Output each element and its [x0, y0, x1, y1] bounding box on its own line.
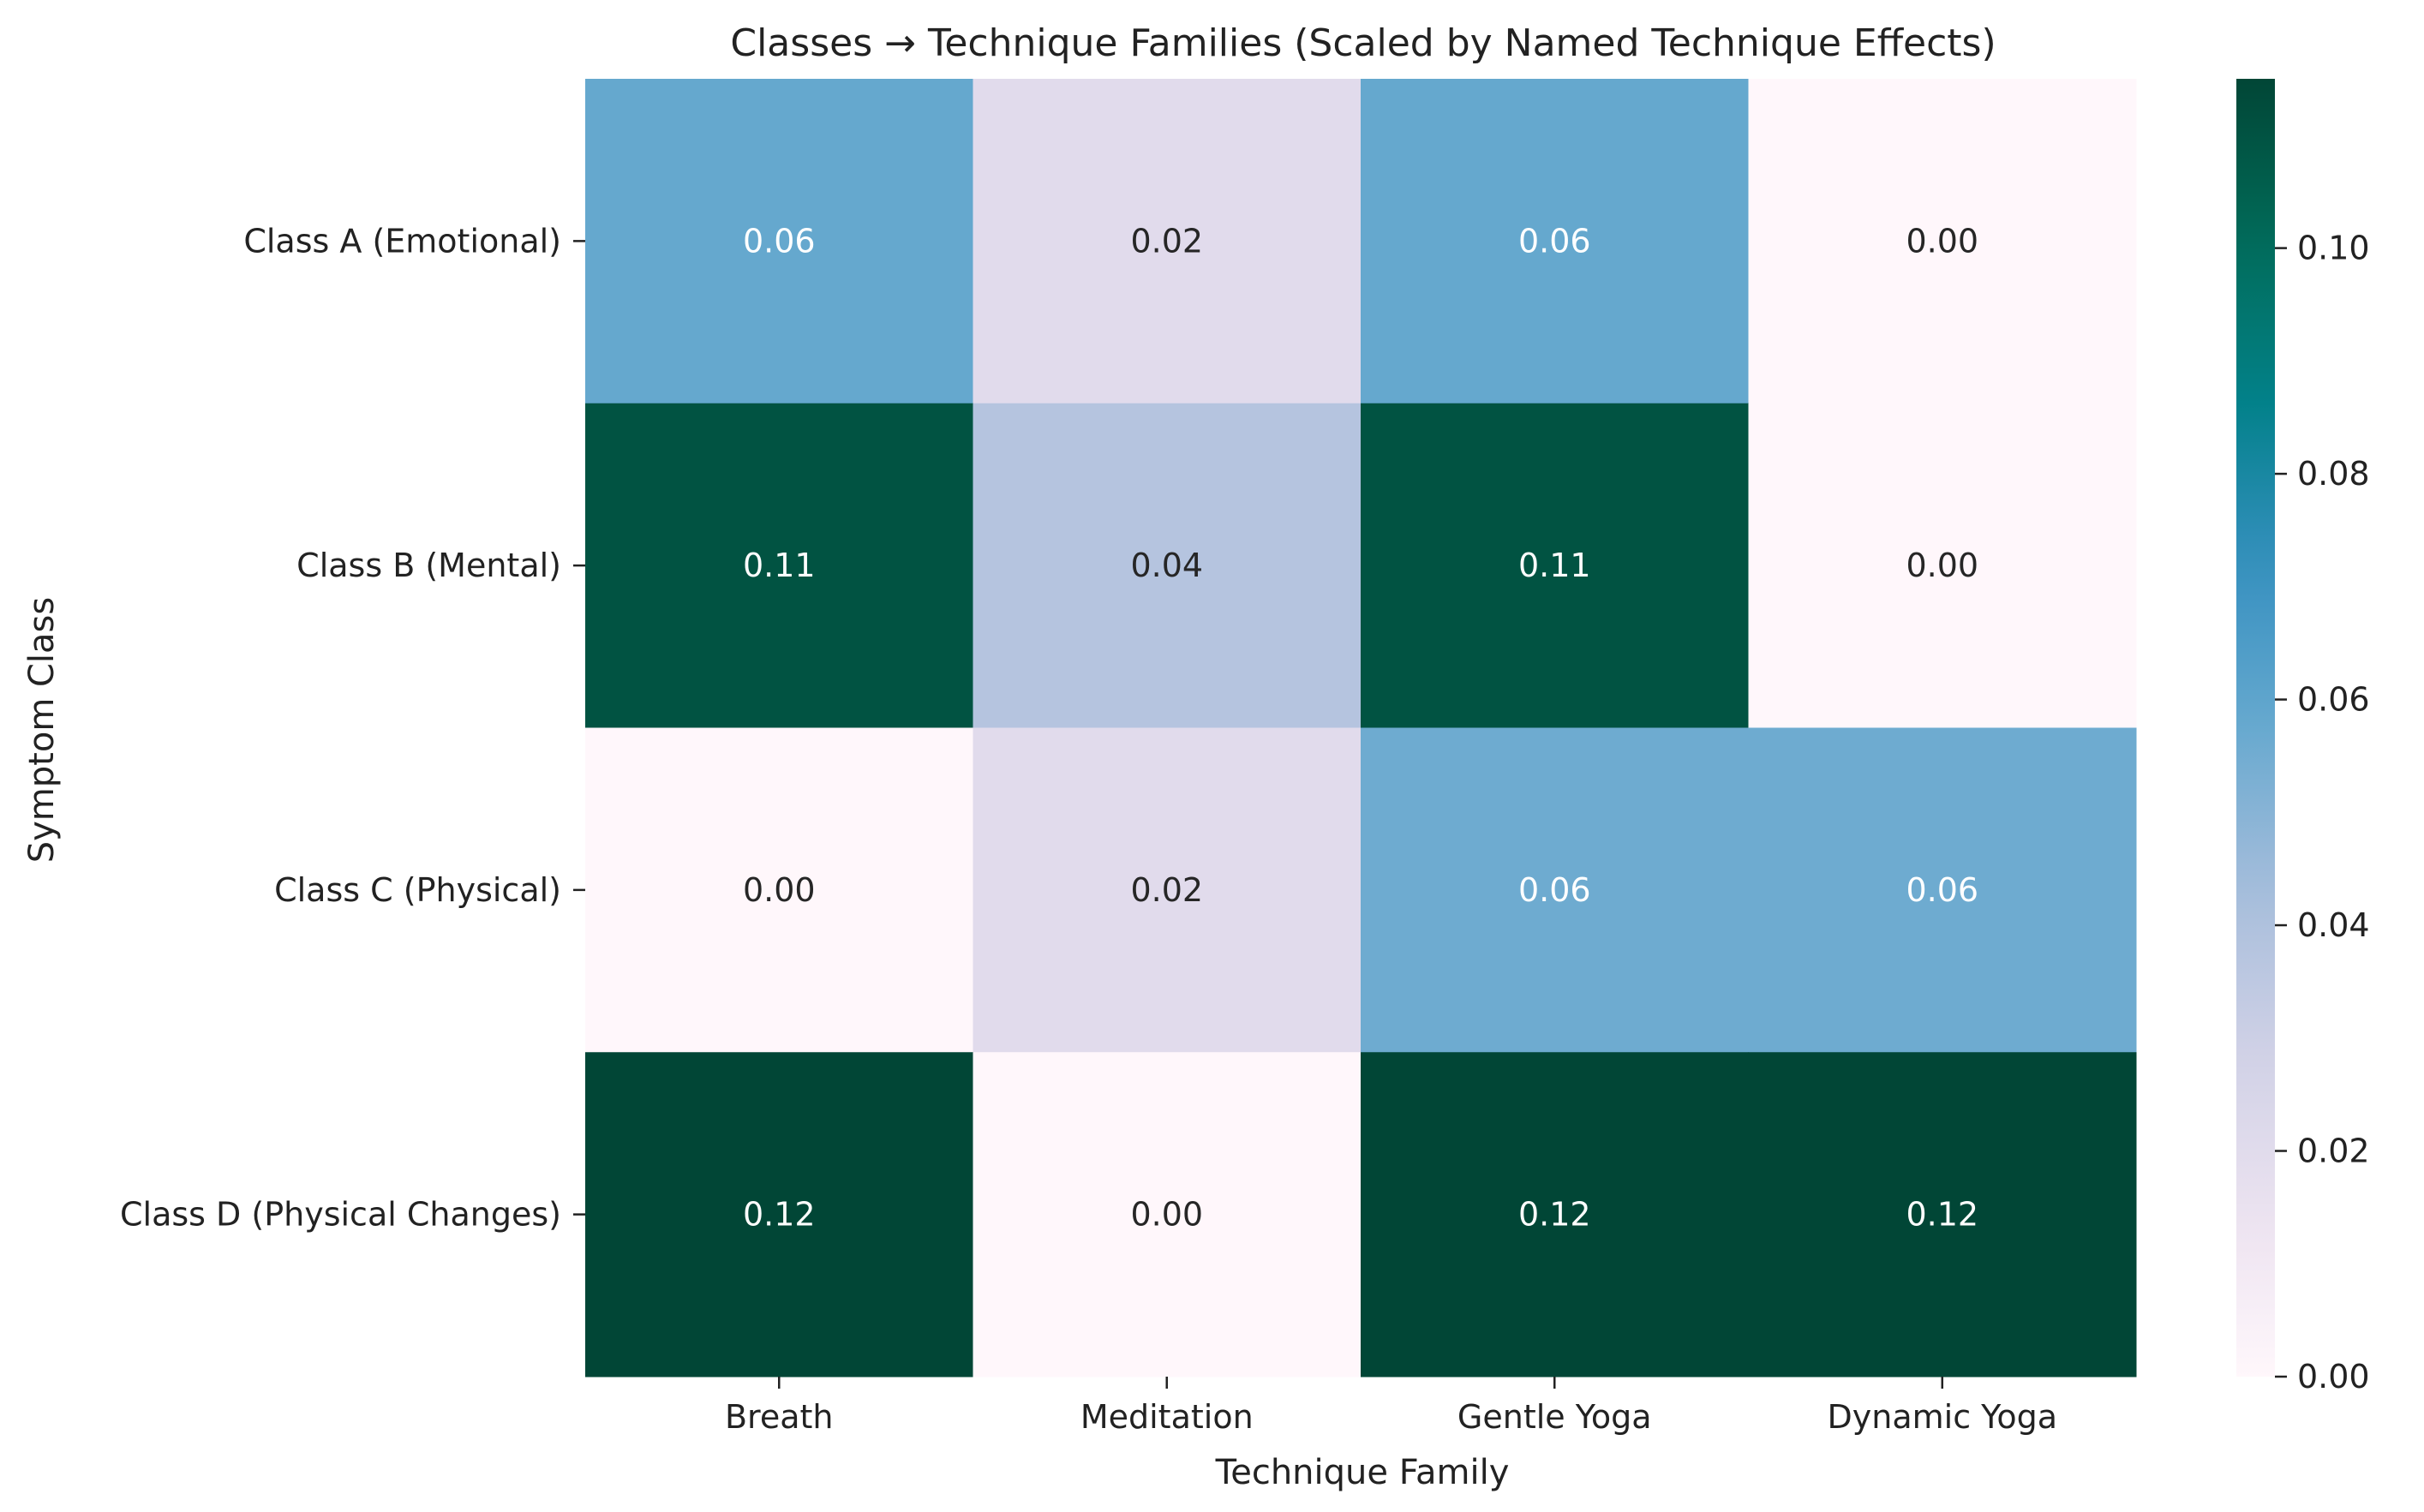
- cell-value-label: 0.04: [1130, 547, 1203, 584]
- heatmap-cell: [1361, 727, 1749, 1053]
- heatmap-cell: [973, 79, 1362, 404]
- heatmap-cell: [585, 403, 973, 728]
- heatmap-cell-labels: 0.06 0.02 0.06 0.00 0.11 0.04 0.11 0.00 0.00 0.02…: [743, 222, 1978, 1233]
- y-tick-label: Class A (Emotional): [243, 222, 561, 260]
- x-tick-label: Gentle Yoga: [1457, 1398, 1652, 1436]
- cell-value-label: 0.12: [1906, 1196, 1978, 1234]
- heatmap-cell: [1748, 727, 2137, 1053]
- heatmap-cell: [1748, 79, 2137, 404]
- heatmap-cell: [585, 727, 973, 1053]
- y-axis-ticks: Class A (Emotional) Class B (Mental) Class…: [120, 222, 585, 1234]
- cell-value-label: 0.06: [1518, 222, 1591, 260]
- cell-value-label: 0.06: [1518, 871, 1591, 909]
- y-tick-label: Class D (Physical Changes): [120, 1196, 561, 1234]
- x-tick-label: Breath: [725, 1398, 834, 1436]
- colorbar-ticks: 0.00 0.02 0.04 0.06 0.08 0.10: [2275, 230, 2370, 1395]
- colorbar-tick-label: 0.06: [2297, 681, 2370, 719]
- cell-value-label: 0.06: [743, 222, 816, 260]
- y-axis-label: Symptom Class: [22, 597, 62, 864]
- cell-value-label: 0.02: [1130, 222, 1203, 260]
- heatmap-cell: [1361, 1052, 1749, 1378]
- cell-value-label: 0.02: [1130, 871, 1203, 909]
- cell-value-label: 0.00: [1906, 547, 1978, 584]
- cell-value-label: 0.12: [743, 1196, 816, 1234]
- y-tick-label: Class B (Mental): [296, 547, 561, 584]
- heatmap-cell: [973, 403, 1362, 728]
- chart-title: Classes → Technique Families (Scaled by …: [730, 21, 1996, 65]
- heatmap-cell: [585, 79, 973, 404]
- cell-value-label: 0.00: [1906, 222, 1978, 260]
- heatmap-cell: [1361, 403, 1749, 728]
- x-tick-label: Meditation: [1080, 1398, 1254, 1436]
- x-axis-label: Technique Family: [1215, 1453, 1510, 1492]
- cell-value-label: 0.06: [1906, 871, 1978, 909]
- heatmap-cells: [585, 79, 2137, 1378]
- heatmap-cell: [1361, 79, 1749, 404]
- heatmap-cell: [1748, 1052, 2137, 1378]
- colorbar-tick-label: 0.08: [2297, 455, 2370, 493]
- colorbar-tick-label: 0.00: [2297, 1358, 2370, 1395]
- heatmap-cell: [585, 1052, 973, 1378]
- heatmap-cell: [973, 1052, 1362, 1378]
- x-axis-ticks: Breath Meditation Gentle Yoga Dynamic Yoga: [725, 1377, 2057, 1436]
- cell-value-label: 0.00: [743, 871, 816, 909]
- cell-value-label: 0.12: [1518, 1196, 1591, 1234]
- heatmap-cell: [1748, 403, 2137, 728]
- y-tick-label: Class C (Physical): [274, 871, 561, 909]
- heatmap-cell: [973, 727, 1362, 1053]
- colorbar-tick-label: 0.04: [2297, 906, 2370, 944]
- cell-value-label: 0.00: [1130, 1196, 1203, 1234]
- colorbar-tick-label: 0.02: [2297, 1133, 2370, 1170]
- colorbar-tick-label: 0.10: [2297, 230, 2370, 267]
- cell-value-label: 0.11: [1518, 547, 1591, 584]
- cell-value-label: 0.11: [743, 547, 816, 584]
- x-tick-label: Dynamic Yoga: [1828, 1398, 2058, 1436]
- colorbar: [2236, 79, 2275, 1377]
